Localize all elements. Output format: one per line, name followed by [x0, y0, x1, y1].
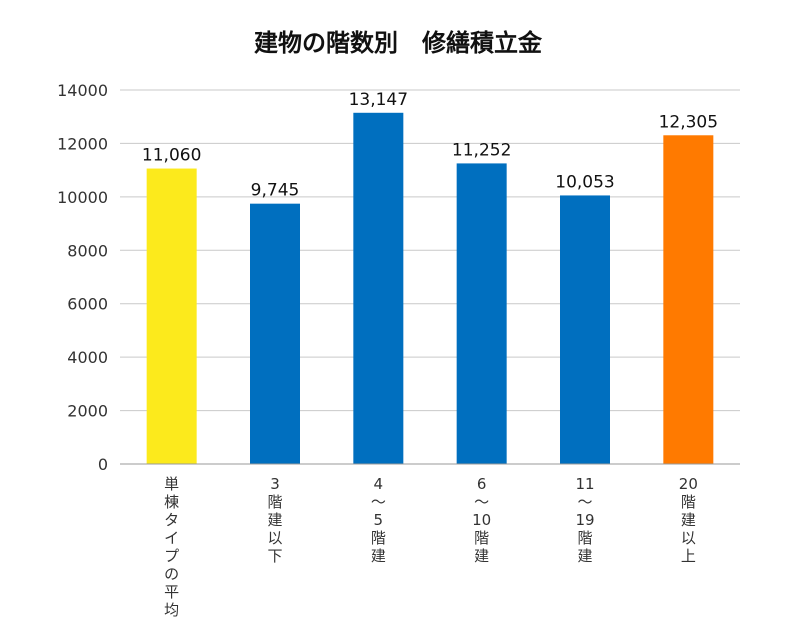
x-tick-label: 単棟タイプの平均	[164, 475, 179, 619]
y-tick-label: 4000	[67, 348, 108, 367]
y-tick-label: 8000	[67, 241, 108, 260]
y-tick-label: 6000	[67, 295, 108, 314]
bar	[456, 163, 507, 464]
chart-title: 建物の階数別 修繕積立金	[254, 29, 543, 57]
y-tick-label: 12000	[57, 134, 108, 153]
x-tick-label: 6 ～ 10 階建	[472, 475, 491, 565]
bar	[663, 135, 714, 465]
bar	[353, 112, 404, 464]
x-tick-label: 4 ～ 5 階建	[371, 475, 386, 565]
x-tick-label: 20 階建以上	[679, 475, 698, 565]
data-label: 12,305	[659, 112, 718, 132]
data-label: 10,053	[555, 172, 614, 192]
bars	[146, 112, 714, 465]
x-tick-label: 11 ～ 19 階建	[575, 475, 594, 565]
bar	[560, 195, 610, 464]
bar	[250, 203, 300, 464]
y-tick-label: 2000	[67, 402, 108, 421]
x-axis-labels: 単棟タイプの平均 3 階建以下 4 ～ 5 階建 6 ～ 10 階建 11 ～ 19 階建 20 階建以上	[164, 475, 698, 619]
bar	[146, 168, 197, 465]
y-tick-label: 14000	[57, 81, 108, 100]
data-label: 13,147	[349, 90, 408, 110]
data-label: 11,060	[142, 146, 201, 166]
gridlines	[120, 89, 740, 412]
data-label: 11,252	[452, 140, 511, 160]
data-label: 9,745	[251, 181, 300, 201]
y-tick-label: 0	[98, 455, 108, 474]
y-tick-label: 10000	[57, 188, 108, 207]
data-labels: 11,060 9,745 13,147 11,252 10,053 12,305	[142, 90, 718, 201]
x-tick-label: 3 階建以下	[267, 475, 282, 565]
y-axis-ticks: 0 2000 4000 6000 8000 10000 12000 14000	[57, 81, 108, 474]
